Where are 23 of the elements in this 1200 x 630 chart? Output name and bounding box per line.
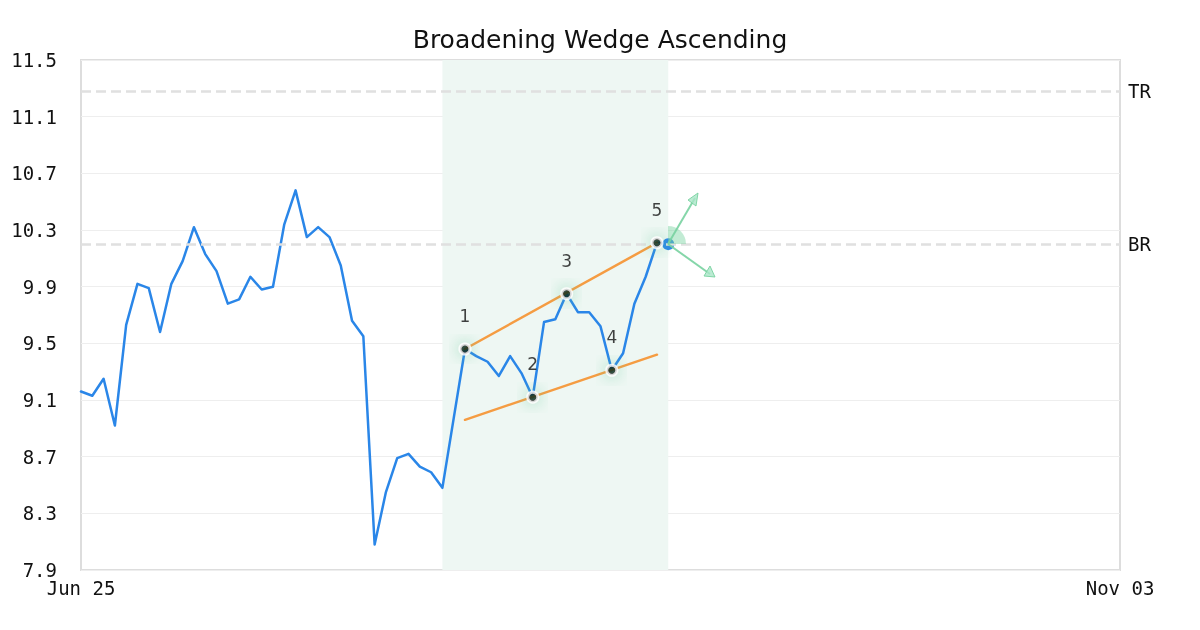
y-tick-label: 8.3 xyxy=(22,502,57,525)
chart-title: Broadening Wedge Ascending xyxy=(412,25,788,54)
point xyxy=(526,390,540,404)
annotation: 3 xyxy=(561,250,573,271)
y-tick-label: 9.9 xyxy=(22,275,57,298)
point xyxy=(458,342,472,356)
point xyxy=(560,287,574,301)
y-tick-label: 10.3 xyxy=(11,219,57,241)
ref-line-label: TR xyxy=(1128,80,1152,103)
annotation: 4 xyxy=(606,327,618,348)
y-tick-label: 8.7 xyxy=(22,445,57,468)
y-tick-label: 9.1 xyxy=(22,389,57,411)
point xyxy=(605,363,619,377)
y-tick-label: 10.7 xyxy=(11,162,57,185)
y-tick-label: 9.5 xyxy=(22,332,57,355)
x-tick-label: Nov 03 xyxy=(1085,576,1155,599)
annotation: 5 xyxy=(651,199,663,220)
annotation: 2 xyxy=(527,354,539,375)
annotation: 1 xyxy=(459,306,471,326)
y-tick-label: 11.5 xyxy=(11,49,57,71)
point xyxy=(650,236,664,250)
y-tick-label: 11.1 xyxy=(11,105,57,128)
ref-line-label: BR xyxy=(1128,233,1152,256)
